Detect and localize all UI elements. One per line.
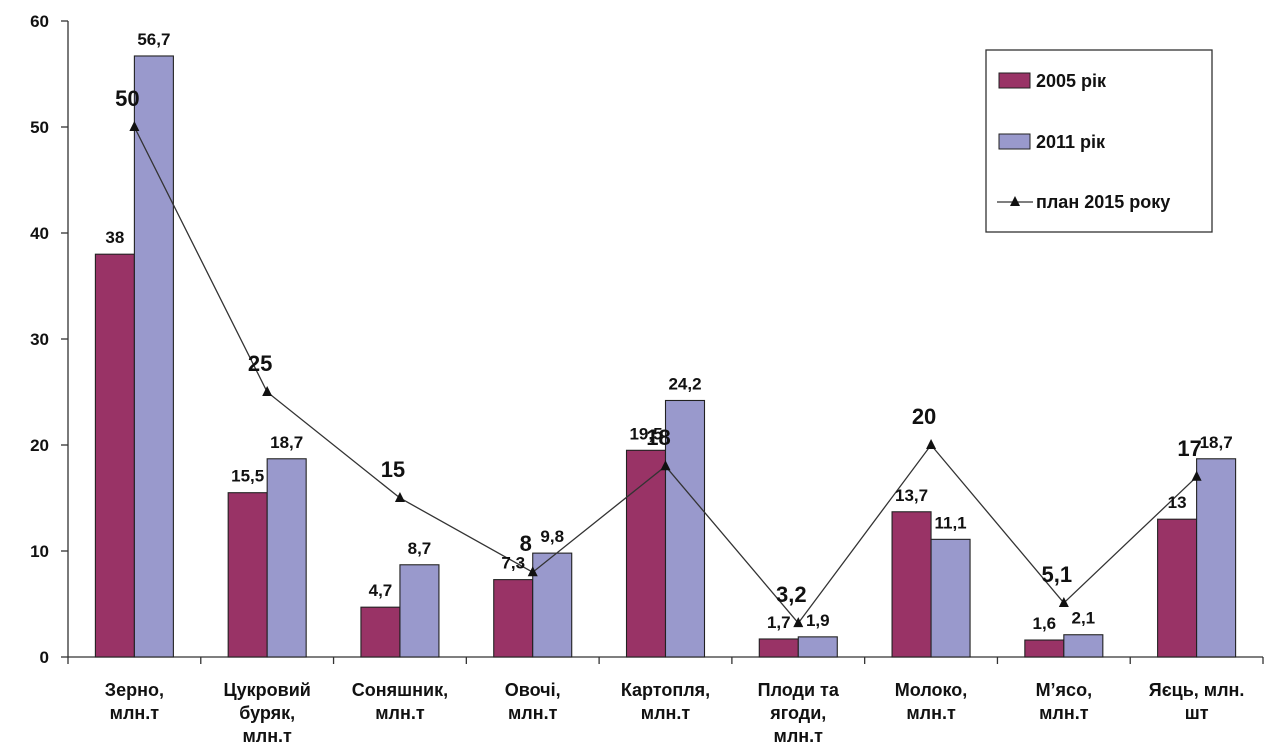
plan-value-label: 50: [115, 86, 139, 111]
bar-value-label: 18,7: [1200, 433, 1233, 452]
plan-marker: [793, 617, 804, 628]
plan-value-label: 18: [646, 425, 670, 450]
plan-value-label: 20: [912, 404, 936, 429]
axes: 0 10 20 30 40 50 60 Зерно, млн.т Цукровий буряк, мл…: [30, 12, 1264, 746]
y-tick-label: 20: [30, 436, 49, 455]
plan-line: [129, 121, 1202, 628]
plan-marker: [129, 121, 140, 131]
bar-value-label: 1,7: [767, 613, 791, 632]
category-label: Зерно, млн.т: [105, 680, 164, 723]
category-label: Соняшник, млн.т: [352, 680, 448, 723]
category-label: Картопля, млн.т: [621, 680, 710, 723]
bar-value-label: 38: [105, 228, 124, 247]
bars: [94, 55, 1237, 658]
bar-2005: [758, 638, 799, 658]
bar-2011: [664, 399, 706, 658]
bar-value-label: 9,8: [540, 527, 564, 546]
bar-2011: [797, 636, 838, 658]
bar-value-label: 13: [1168, 493, 1187, 512]
plan-marker: [1191, 470, 1202, 481]
bar-2005: [493, 579, 534, 658]
bar-value-label: 15,5: [231, 467, 264, 486]
plan-value-label: 17: [1177, 436, 1201, 461]
bar-value-label: 18,7: [270, 433, 303, 452]
y-tick-label: 30: [30, 330, 49, 349]
legend-label: 2011 рік: [1036, 132, 1106, 152]
y-tick-label: 60: [30, 12, 49, 31]
y-tick-label: 40: [30, 224, 49, 243]
plan-marker: [394, 492, 405, 502]
plan-value-label: 5,1: [1042, 562, 1073, 587]
bar-2011: [266, 458, 307, 658]
data-labels: 38 15,5 4,7 7,3 19,5 1,7 13,7 1,6 13 56,7 18,7 8,7 9…: [105, 30, 1232, 633]
bar-2011: [1063, 634, 1104, 658]
plan-marker: [926, 439, 937, 449]
legend-swatch: [998, 72, 1031, 89]
y-tick-label: 0: [40, 648, 49, 667]
legend-marker: [1010, 196, 1020, 206]
bar-value-label: 1,9: [806, 611, 830, 630]
bar-2005: [360, 606, 401, 658]
category-label: Плоди та ягоди, млн.т: [758, 680, 840, 746]
bar-2005: [891, 511, 932, 658]
plan-marker: [262, 386, 273, 396]
legend-label: план 2015 року: [1036, 192, 1170, 212]
bar-value-label: 56,7: [137, 30, 170, 49]
plan-value-label: 25: [248, 351, 272, 376]
bar-2011: [133, 55, 174, 658]
bar-value-label: 4,7: [369, 581, 393, 600]
plan-marker: [660, 460, 671, 471]
bar-value-label: 7,3: [501, 554, 525, 573]
bar-2011: [399, 564, 440, 658]
category-label: Цукровий буряк, млн.т: [223, 680, 310, 746]
category-label: Яєць, млн. шт: [1149, 680, 1245, 723]
category-label: Овочі, млн.т: [505, 680, 561, 723]
plan-value-label: 3,2: [776, 582, 807, 607]
bar-value-label: 2,1: [1072, 609, 1096, 628]
bar-value-label: 19,5: [629, 424, 662, 443]
bar-value-label: 24,2: [668, 374, 701, 393]
bar-2011: [1196, 458, 1237, 658]
y-tick-label: 50: [30, 118, 49, 137]
legend-label: 2005 рік: [1036, 71, 1107, 91]
legend-swatch: [998, 133, 1031, 150]
legend: 2005 рік 2011 рік план 2015 року: [985, 49, 1213, 233]
plan-value-label: 8: [520, 531, 532, 556]
plan-marker: [527, 566, 538, 577]
bar-2005: [94, 253, 135, 658]
bar-2005: [1157, 518, 1198, 658]
plan-marker: [1058, 596, 1069, 607]
y-tick-label: 10: [30, 542, 49, 561]
category-label: М’ясо, млн.т: [1036, 680, 1093, 723]
bar-2011: [532, 552, 573, 658]
plan-value-label: 15: [381, 457, 405, 482]
bar-value-label: 13,7: [895, 486, 928, 505]
bar-2011: [930, 538, 971, 658]
bar-value-label: 1,6: [1033, 614, 1057, 633]
bar-value-label: 8,7: [408, 539, 432, 558]
category-label: Молоко, млн.т: [895, 680, 968, 723]
bar-value-label: 11,1: [934, 513, 966, 532]
bar-2005: [1024, 639, 1065, 658]
bar-2005: [227, 492, 268, 658]
